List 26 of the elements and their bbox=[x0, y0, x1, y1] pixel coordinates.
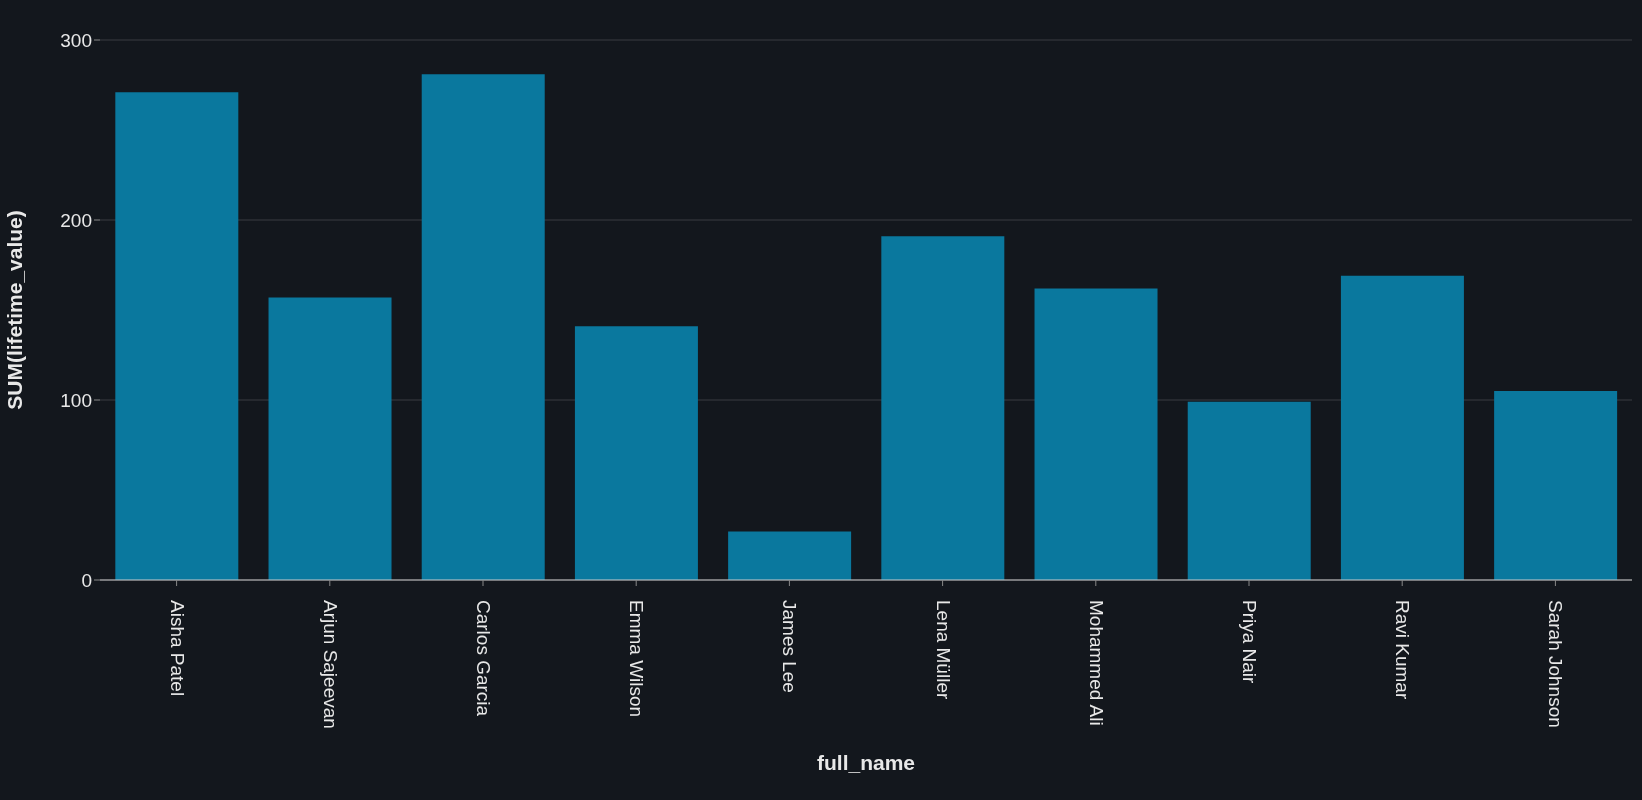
bar bbox=[1034, 288, 1158, 580]
x-tick-label: Mohammed Ali bbox=[1085, 600, 1107, 726]
bar bbox=[881, 236, 1005, 580]
bar bbox=[728, 531, 852, 580]
bar bbox=[421, 74, 545, 580]
y-tick-label: 300 bbox=[60, 29, 92, 51]
y-axis-title: SUM(lifetime_value) bbox=[3, 210, 27, 410]
x-tick-label: Carlos Garcia bbox=[473, 600, 494, 717]
bar bbox=[115, 92, 239, 580]
bar bbox=[1187, 401, 1311, 580]
x-tick-label: Emma Wilson bbox=[626, 600, 648, 718]
y-tick-label: 200 bbox=[60, 209, 92, 231]
x-axis-title: full_name bbox=[816, 751, 916, 774]
y-tick-label: 0 bbox=[81, 569, 92, 591]
bar bbox=[1340, 275, 1464, 580]
x-tick-label: Arjun Sajeevan bbox=[319, 600, 341, 729]
x-tick-label: Ravi Kumar bbox=[1392, 600, 1414, 700]
y-tick-label: 100 bbox=[60, 389, 92, 411]
x-tick-label: Sarah Johnson bbox=[1545, 600, 1567, 728]
x-tick-label: Aisha Patel bbox=[166, 600, 188, 697]
x-tick-label: Priya Nair bbox=[1239, 600, 1260, 685]
bar bbox=[574, 326, 698, 580]
x-tick-label: Lena Müller bbox=[932, 600, 954, 700]
x-tick-label: James Lee bbox=[779, 600, 801, 693]
bar bbox=[1494, 391, 1618, 580]
bar bbox=[268, 297, 392, 580]
